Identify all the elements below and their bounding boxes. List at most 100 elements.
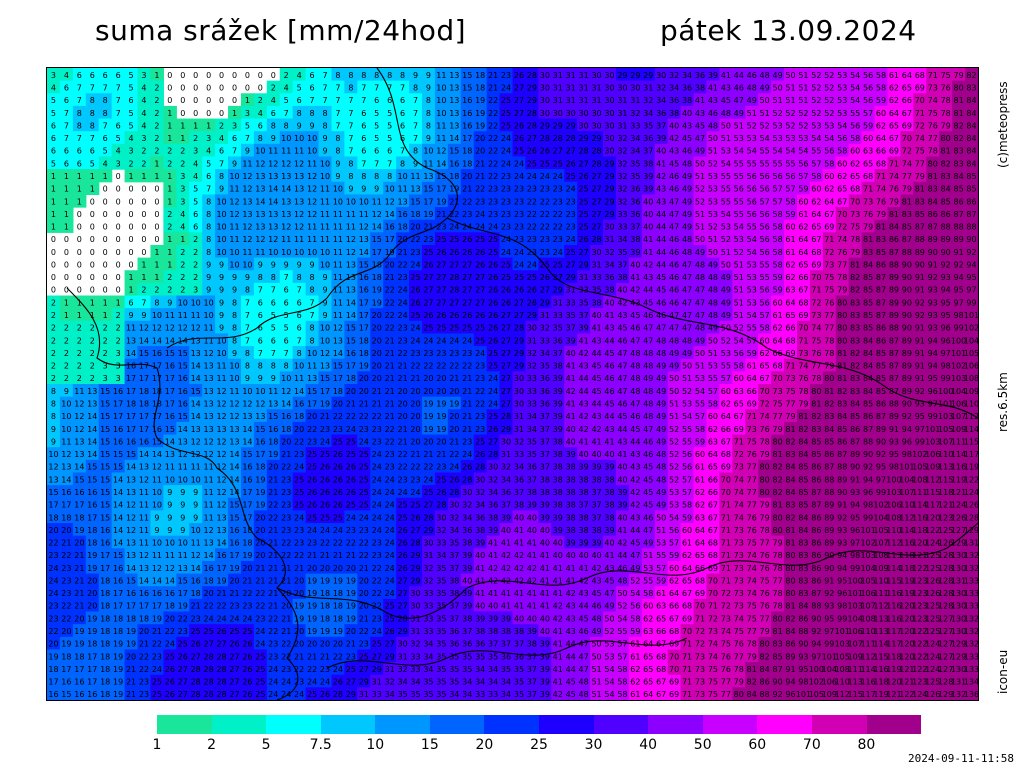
svg-text:91: 91 xyxy=(954,248,964,257)
svg-text:1: 1 xyxy=(129,273,134,282)
svg-text:6: 6 xyxy=(51,121,56,130)
svg-text:29: 29 xyxy=(630,71,640,80)
svg-text:4: 4 xyxy=(180,223,185,232)
svg-text:84: 84 xyxy=(928,197,938,206)
svg-text:30: 30 xyxy=(617,84,627,93)
svg-text:6: 6 xyxy=(103,71,108,80)
svg-text:7: 7 xyxy=(141,298,146,307)
svg-text:7: 7 xyxy=(284,109,289,118)
svg-text:73: 73 xyxy=(824,260,834,269)
svg-text:22: 22 xyxy=(385,298,395,307)
svg-text:74: 74 xyxy=(928,96,938,105)
svg-text:77: 77 xyxy=(902,172,912,181)
svg-text:10: 10 xyxy=(359,197,369,206)
svg-text:60: 60 xyxy=(850,147,860,156)
legend-swatch xyxy=(593,715,649,734)
svg-text:14: 14 xyxy=(346,311,356,320)
svg-text:56: 56 xyxy=(850,121,860,130)
svg-text:9: 9 xyxy=(232,159,237,168)
svg-text:56: 56 xyxy=(747,210,757,219)
svg-text:9: 9 xyxy=(322,134,327,143)
svg-text:12: 12 xyxy=(307,185,317,194)
svg-text:1: 1 xyxy=(51,210,56,219)
svg-text:62: 62 xyxy=(850,159,860,168)
svg-text:71: 71 xyxy=(876,172,886,181)
svg-text:41: 41 xyxy=(656,159,666,168)
svg-text:25: 25 xyxy=(579,185,589,194)
svg-text:8: 8 xyxy=(374,71,379,80)
svg-text:88: 88 xyxy=(915,235,925,244)
svg-text:30: 30 xyxy=(591,109,601,118)
svg-text:79: 79 xyxy=(954,71,964,80)
svg-text:49: 49 xyxy=(682,197,692,206)
svg-text:31: 31 xyxy=(566,96,576,105)
svg-text:17: 17 xyxy=(359,298,369,307)
svg-text:2: 2 xyxy=(258,96,263,105)
svg-text:13: 13 xyxy=(423,172,433,181)
svg-text:55: 55 xyxy=(747,223,757,232)
svg-text:53: 53 xyxy=(708,197,718,206)
svg-text:20: 20 xyxy=(410,223,420,232)
svg-text:33: 33 xyxy=(630,121,640,130)
svg-text:6: 6 xyxy=(400,109,405,118)
svg-text:36: 36 xyxy=(643,134,653,143)
svg-text:9: 9 xyxy=(322,286,327,295)
svg-text:25: 25 xyxy=(527,159,537,168)
svg-text:23: 23 xyxy=(397,273,407,282)
svg-text:0: 0 xyxy=(141,185,146,194)
svg-text:67: 67 xyxy=(798,286,808,295)
svg-text:1: 1 xyxy=(103,298,108,307)
legend-label: 25 xyxy=(530,737,548,753)
svg-text:9: 9 xyxy=(322,273,327,282)
svg-text:27: 27 xyxy=(579,248,589,257)
svg-text:10: 10 xyxy=(423,147,433,156)
svg-text:6: 6 xyxy=(219,147,224,156)
svg-text:14: 14 xyxy=(255,197,265,206)
svg-text:22: 22 xyxy=(527,223,537,232)
svg-text:26: 26 xyxy=(501,298,511,307)
svg-text:9: 9 xyxy=(206,260,211,269)
svg-text:51: 51 xyxy=(734,121,744,130)
svg-text:55: 55 xyxy=(772,159,782,168)
svg-text:53: 53 xyxy=(747,260,757,269)
svg-text:31: 31 xyxy=(617,96,627,105)
svg-text:8: 8 xyxy=(426,96,431,105)
svg-text:81: 81 xyxy=(915,185,925,194)
svg-text:57: 57 xyxy=(760,311,770,320)
svg-text:40: 40 xyxy=(643,223,653,232)
svg-text:0: 0 xyxy=(154,197,159,206)
svg-text:26: 26 xyxy=(540,273,550,282)
svg-text:71: 71 xyxy=(863,185,873,194)
svg-text:19: 19 xyxy=(436,197,446,206)
svg-text:0: 0 xyxy=(167,84,172,93)
svg-text:10: 10 xyxy=(268,248,278,257)
svg-text:40: 40 xyxy=(591,311,601,320)
svg-text:79: 79 xyxy=(889,197,899,206)
svg-text:29: 29 xyxy=(604,197,614,206)
svg-text:25: 25 xyxy=(501,260,511,269)
svg-text:17: 17 xyxy=(462,134,472,143)
svg-text:62: 62 xyxy=(837,172,847,181)
svg-text:0: 0 xyxy=(129,197,134,206)
svg-text:7: 7 xyxy=(64,134,69,143)
svg-text:5: 5 xyxy=(129,71,134,80)
svg-text:26: 26 xyxy=(488,311,498,320)
svg-text:40: 40 xyxy=(682,109,692,118)
svg-text:7: 7 xyxy=(387,159,392,168)
svg-text:3: 3 xyxy=(193,147,198,156)
svg-text:5: 5 xyxy=(103,147,108,156)
svg-text:97: 97 xyxy=(954,298,964,307)
svg-text:25: 25 xyxy=(501,109,511,118)
svg-text:32: 32 xyxy=(617,159,627,168)
svg-text:13: 13 xyxy=(281,172,291,181)
svg-text:9: 9 xyxy=(374,185,379,194)
svg-text:12: 12 xyxy=(385,197,395,206)
svg-text:22: 22 xyxy=(488,172,498,181)
svg-text:52: 52 xyxy=(734,248,744,257)
svg-text:83: 83 xyxy=(863,248,873,257)
svg-text:6: 6 xyxy=(284,298,289,307)
svg-text:90: 90 xyxy=(902,260,912,269)
svg-text:4: 4 xyxy=(284,84,289,93)
svg-text:93: 93 xyxy=(928,298,938,307)
svg-text:0: 0 xyxy=(77,235,82,244)
